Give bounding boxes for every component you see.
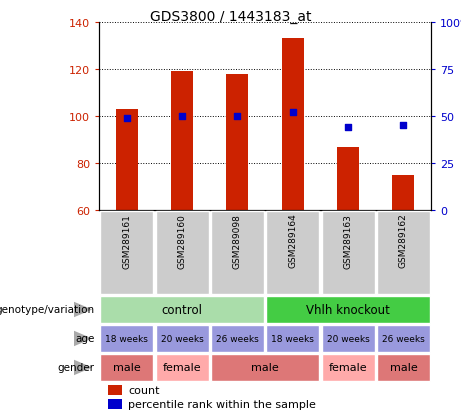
Bar: [266, 297, 430, 323]
Bar: [100, 211, 154, 294]
Text: 20 weeks: 20 weeks: [161, 334, 203, 343]
Polygon shape: [74, 302, 92, 318]
Bar: [100, 325, 154, 352]
Text: 18 weeks: 18 weeks: [271, 334, 314, 343]
Bar: [266, 211, 319, 294]
Text: female: female: [163, 363, 201, 373]
Text: count: count: [128, 385, 160, 395]
Text: percentile rank within the sample: percentile rank within the sample: [128, 399, 316, 409]
Point: [344, 125, 352, 131]
Text: age: age: [75, 334, 95, 344]
Bar: [282, 39, 304, 211]
Bar: [108, 385, 122, 395]
Text: male: male: [251, 363, 279, 373]
Bar: [266, 325, 319, 352]
Bar: [171, 72, 193, 211]
Bar: [392, 176, 414, 211]
Point: [178, 113, 186, 120]
Bar: [321, 325, 375, 352]
Bar: [226, 74, 248, 211]
Text: 20 weeks: 20 weeks: [327, 334, 369, 343]
Bar: [108, 399, 122, 410]
Text: GSM289098: GSM289098: [233, 213, 242, 268]
Bar: [377, 325, 430, 352]
Bar: [211, 325, 264, 352]
Text: Vhlh knockout: Vhlh knockout: [306, 303, 390, 316]
Point: [400, 123, 407, 129]
Bar: [377, 211, 430, 294]
Bar: [321, 354, 375, 381]
Text: GSM289160: GSM289160: [177, 213, 187, 268]
Bar: [100, 354, 154, 381]
Text: GDS3800 / 1443183_at: GDS3800 / 1443183_at: [150, 10, 311, 24]
Bar: [155, 211, 209, 294]
Bar: [377, 354, 430, 381]
Text: 26 weeks: 26 weeks: [382, 334, 425, 343]
Bar: [116, 109, 138, 211]
Bar: [211, 354, 319, 381]
Text: 18 weeks: 18 weeks: [105, 334, 148, 343]
Bar: [321, 211, 375, 294]
Text: GSM289163: GSM289163: [343, 213, 353, 268]
Text: control: control: [162, 303, 202, 316]
Text: male: male: [390, 363, 417, 373]
Text: GSM289164: GSM289164: [288, 213, 297, 268]
Text: female: female: [329, 363, 367, 373]
Point: [234, 113, 241, 120]
Bar: [155, 325, 209, 352]
Text: GSM289162: GSM289162: [399, 213, 408, 268]
Text: 26 weeks: 26 weeks: [216, 334, 259, 343]
Bar: [155, 354, 209, 381]
Point: [123, 115, 130, 122]
Bar: [337, 147, 359, 211]
Text: genotype/variation: genotype/variation: [0, 305, 95, 315]
Text: male: male: [113, 363, 141, 373]
Point: [289, 109, 296, 116]
Bar: [100, 297, 264, 323]
Polygon shape: [74, 360, 92, 375]
Bar: [211, 211, 264, 294]
Polygon shape: [74, 331, 92, 347]
Text: gender: gender: [58, 363, 95, 373]
Text: GSM289161: GSM289161: [122, 213, 131, 268]
